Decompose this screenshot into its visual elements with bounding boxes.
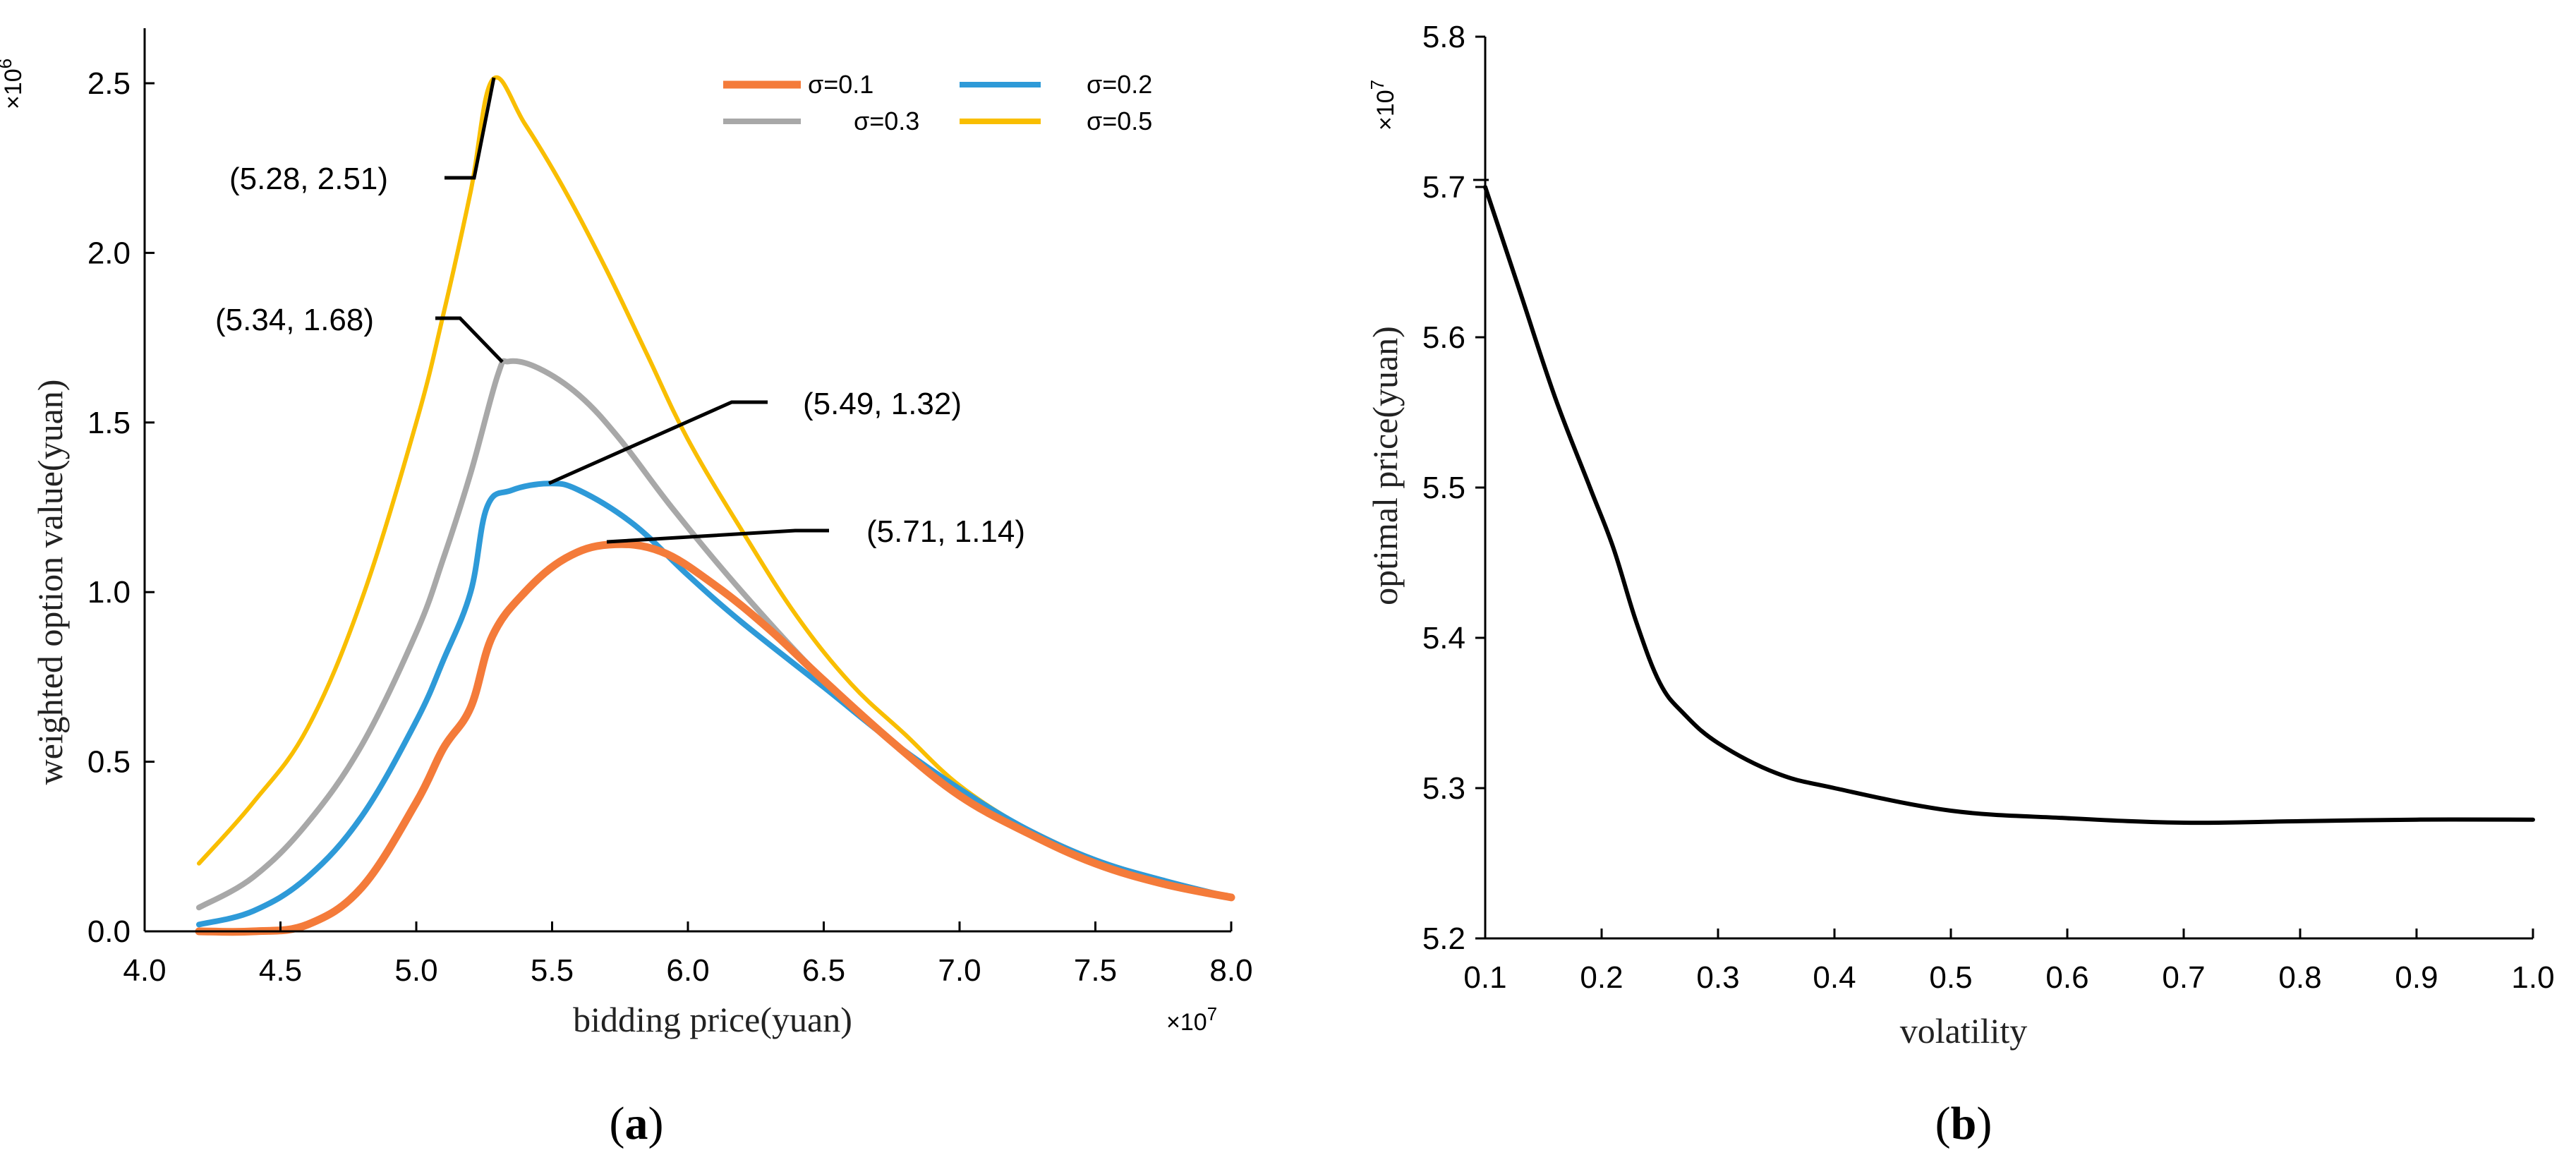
panel-b-tick-labels: 0.1 0.2 0.3 0.4 0.5 0.6 0.7 0.8 0.9 1.0 5.2 5.3 5.4 5…	[1422, 20, 2555, 995]
panel-b-x-tick-label: 0.8	[2278, 960, 2321, 995]
panel-a-tick-labels: 4.0 4.5 5.0 5.5 6.0 6.5 7.0 7.5 8.0 0.0 0.5 1.0 1.5 2…	[87, 66, 1253, 988]
panel-b-series	[1483, 185, 2535, 826]
annotation-5-71-1-14: (5.71, 1.14)	[866, 514, 1025, 549]
panel-b-x-tick-label: 0.4	[1813, 960, 1856, 995]
panel-b-y-tick-label: 5.8	[1422, 20, 1465, 54]
panel-b-y-tick-label: 5.3	[1422, 771, 1465, 806]
annotation-leader-5-28	[445, 77, 496, 180]
panel-b-axes	[1475, 35, 2534, 940]
panel-b-x-tick-label: 0.5	[1929, 960, 1972, 995]
panel-a-x-tick-label: 7.0	[938, 953, 981, 988]
panel-b-x-tick-label: 1.0	[2511, 960, 2554, 995]
panel-a-series	[195, 75, 1235, 936]
panel-a-axes	[143, 28, 1233, 933]
svg-text:×107: ×107	[1367, 80, 1399, 131]
annotation-5-34-1-68: (5.34, 1.68)	[215, 303, 374, 337]
panel-a-x-tick-label: 5.0	[394, 953, 437, 988]
panel-a-annotations: (5.28, 2.51) (5.34, 1.68) (5.49, 1.32) (…	[215, 77, 1025, 549]
panel-b-y-tick-label: 5.2	[1422, 921, 1465, 956]
legend-label-sigma-0-3: σ=0.3	[854, 107, 919, 135]
panel-a-y-multiplier: ×106	[0, 59, 27, 109]
panel-a-x-multiplier: ×107	[1166, 1003, 1217, 1036]
svg-text:×106: ×106	[0, 59, 27, 109]
panel-b-y-tick-label: 5.7	[1422, 170, 1465, 205]
panel-a-x-tick-label: 5.5	[531, 953, 574, 988]
panel-b-x-tick-label: 0.6	[2045, 960, 2088, 995]
annotation-5-49-1-32: (5.49, 1.32)	[803, 387, 962, 421]
panel-a-x-tick-label: 8.0	[1209, 953, 1252, 988]
panel-a-x-tick-label: 6.0	[666, 953, 709, 988]
panel-a: 4.0 4.5 5.0 5.5 6.0 6.5 7.0 7.5 8.0 0.0 0.5 1.0 1.5 2…	[0, 28, 1253, 1149]
panel-b: 0.1 0.2 0.3 0.4 0.5 0.6 0.7 0.8 0.9 1.0 5.2 5.3 5.4 5…	[1365, 20, 2555, 1149]
panel-b-letter: b	[1951, 1098, 1977, 1149]
panel-a-y-tick-label: 2.0	[87, 236, 131, 270]
legend-label-sigma-0-5: σ=0.5	[1087, 107, 1152, 135]
panel-b-x-tick-label: 0.9	[2395, 960, 2438, 995]
panel-a-y-tick-label: 1.5	[87, 406, 131, 440]
panel-b-x-tick-label: 0.2	[1580, 960, 1623, 995]
panel-a-x-tick-label: 4.0	[123, 953, 166, 988]
panel-a-y-tick-label: 2.5	[87, 66, 131, 101]
annotation-leader-5-71	[606, 528, 829, 544]
panel-b-x-tick-label: 0.3	[1696, 960, 1739, 995]
panel-b-y-tick-label: 5.6	[1422, 320, 1465, 355]
annotation-leader-5-49	[548, 400, 768, 485]
annotation-leader-5-34	[435, 316, 504, 363]
panel-a-y-axis-label: weighted option value(yuan)	[30, 380, 70, 785]
panel-b-x-axis-label: volatility	[1900, 1011, 2028, 1051]
panel-a-y-tick-label: 0.5	[87, 745, 131, 780]
panel-a-x-tick-label: 6.5	[802, 953, 845, 988]
series-line-sigma-0-1	[195, 540, 1235, 936]
panel-b-y-multiplier: ×107	[1367, 80, 1399, 131]
panel-b-x-tick-label: 0.7	[2162, 960, 2205, 995]
series-line-optimal-price	[1483, 185, 2535, 826]
panel-a-label: (a)	[610, 1098, 664, 1149]
panel-b-x-tick-label: 0.1	[1463, 960, 1506, 995]
panel-a-letter: a	[625, 1098, 648, 1149]
panel-a-x-axis-label: bidding price(yuan)	[573, 1000, 852, 1039]
panel-a-y-tick-label: 1.0	[87, 575, 131, 610]
panel-b-y-axis-label: optimal price(yuan)	[1365, 326, 1405, 605]
panel-a-y-tick-label: 0.0	[87, 914, 131, 949]
panel-a-legend: σ=0.1 σ=0.2 σ=0.3 σ=0.5	[723, 70, 1152, 135]
panel-a-x-tick-label: 7.5	[1074, 953, 1117, 988]
panel-a-x-tick-label: 4.5	[259, 953, 302, 988]
legend-label-sigma-0-2: σ=0.2	[1087, 70, 1152, 99]
panel-b-y-tick-label: 5.4	[1422, 621, 1465, 655]
series-line-sigma-0-5	[197, 75, 1233, 900]
legend-label-sigma-0-1: σ=0.1	[808, 70, 873, 99]
annotation-5-28-2-51: (5.28, 2.51)	[229, 162, 388, 196]
panel-b-y-tick-label: 5.5	[1422, 471, 1465, 505]
panel-b-label: (b)	[1935, 1098, 1993, 1149]
